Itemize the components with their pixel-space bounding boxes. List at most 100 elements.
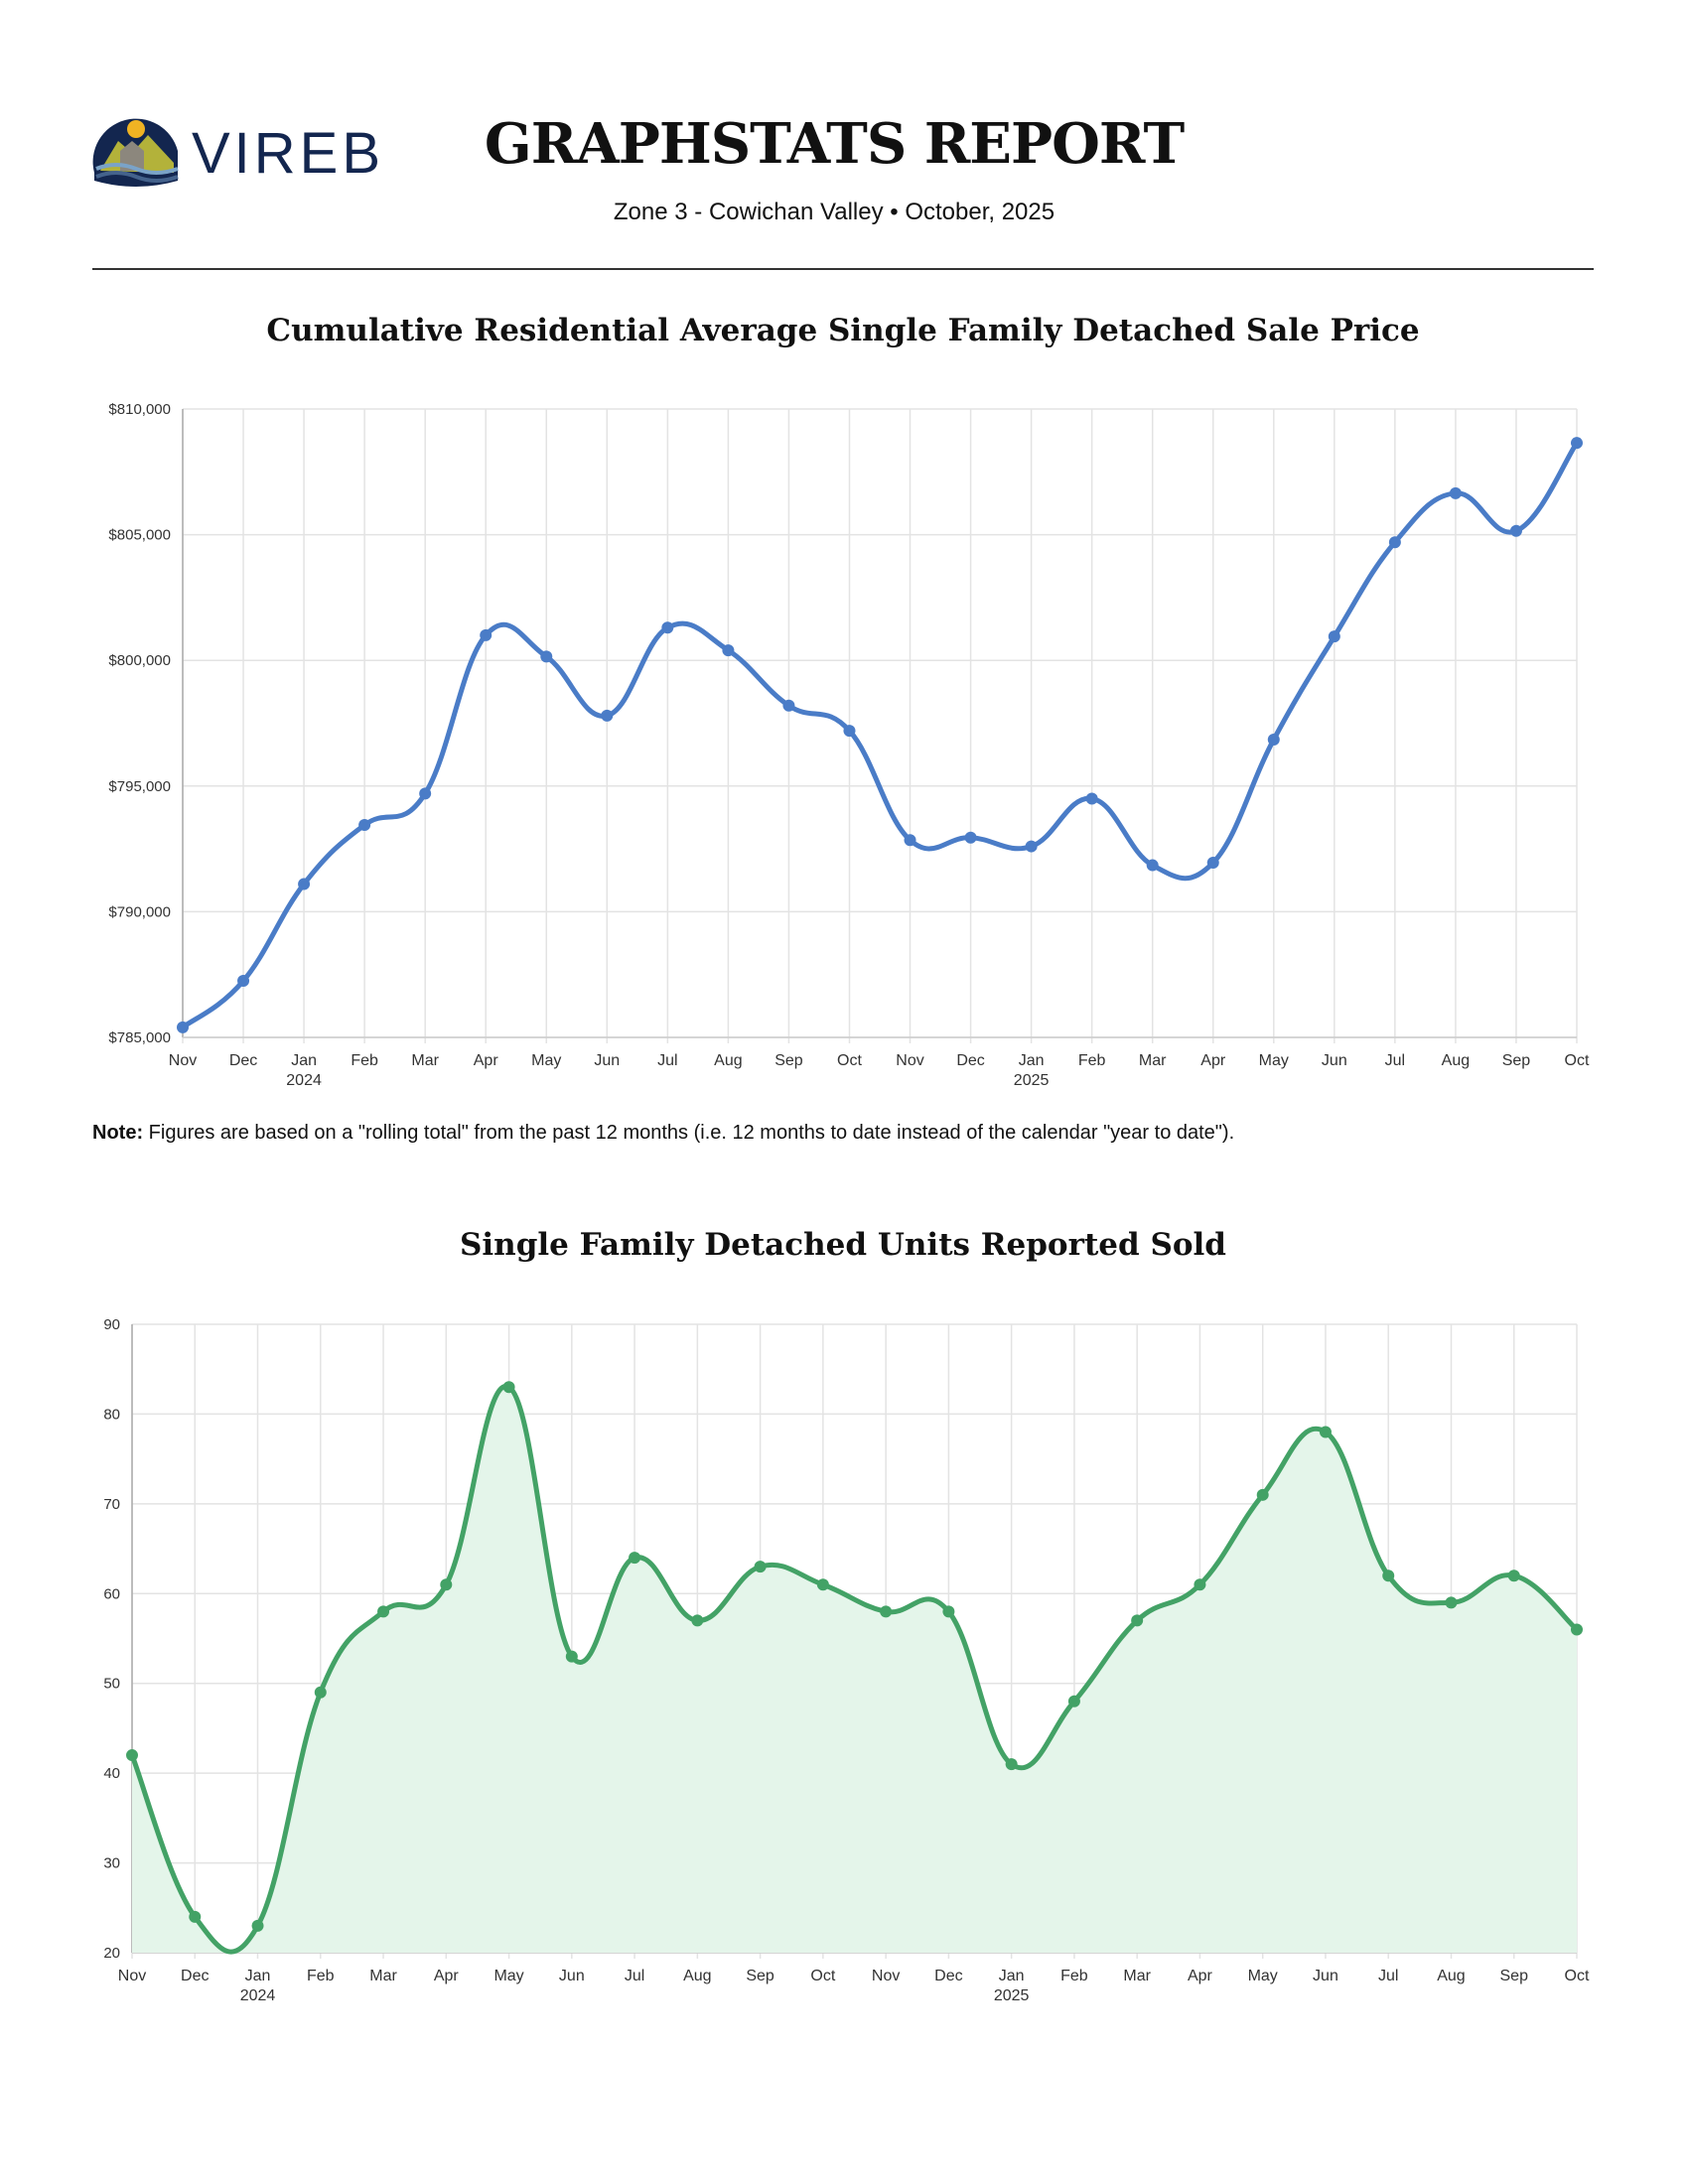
data-point — [964, 831, 977, 844]
data-point — [1449, 486, 1462, 499]
y-tick-label: 20 — [103, 1945, 120, 1962]
x-tick-label: Oct — [810, 1968, 835, 1984]
x-tick-label: Aug — [1442, 1052, 1470, 1069]
data-point — [1267, 733, 1280, 746]
x-tick-label: Oct — [837, 1052, 862, 1069]
data-point — [502, 1381, 515, 1394]
note-label: Note: — [92, 1122, 144, 1144]
report-title: GRAPHSTATS REPORT — [484, 111, 1185, 177]
x-tick-label: Aug — [683, 1968, 711, 1984]
x-tick-label: Oct — [1565, 1968, 1590, 1984]
data-point — [480, 628, 492, 641]
data-point — [629, 1552, 641, 1565]
x-tick-label: Feb — [351, 1052, 378, 1069]
data-point — [1328, 630, 1340, 643]
x-tick-label: Feb — [1078, 1052, 1106, 1069]
data-point — [1025, 840, 1038, 853]
logo-text: VIREB — [192, 121, 384, 186]
data-point — [1388, 536, 1401, 549]
x-tick-label: Mar — [369, 1968, 397, 1984]
x-tick-label: Jul — [625, 1968, 644, 1984]
data-point — [1256, 1488, 1269, 1501]
data-point — [661, 621, 674, 634]
note: Note: Figures are based on a "rolling to… — [92, 1122, 1234, 1145]
x-tick-label: Jul — [657, 1052, 677, 1069]
chart-title-price: Cumulative Residential Average Single Fa… — [266, 313, 1420, 348]
x-tick-label: Sep — [774, 1052, 803, 1069]
data-point — [540, 650, 553, 663]
data-point — [843, 725, 856, 738]
x-year-label: 2025 — [994, 1987, 1030, 2004]
x-tick-label: Dec — [181, 1968, 209, 1984]
x-tick-label: Jun — [594, 1052, 620, 1069]
data-point — [1509, 524, 1522, 537]
x-tick-label: Jul — [1385, 1052, 1405, 1069]
y-tick-label: $785,000 — [108, 1029, 171, 1046]
data-point — [782, 699, 795, 712]
x-tick-label: Jun — [1313, 1968, 1338, 1984]
data-point — [1206, 857, 1219, 870]
y-tick-label: 40 — [103, 1765, 120, 1782]
zone-label: Zone 3 - Cowichan Valley — [613, 199, 884, 225]
data-point — [942, 1605, 955, 1618]
x-tick-label: Apr — [474, 1052, 499, 1069]
x-tick-label: Dec — [229, 1052, 257, 1069]
data-point — [1146, 859, 1159, 872]
x-tick-label: May — [531, 1052, 561, 1069]
data-point — [189, 1910, 202, 1923]
x-tick-label: Nov — [872, 1968, 900, 1984]
x-tick-label: Nov — [118, 1968, 146, 1984]
x-tick-label: Apr — [1200, 1052, 1226, 1069]
y-tick-label: $810,000 — [108, 401, 171, 418]
x-tick-label: Nov — [896, 1052, 923, 1069]
y-tick-label: 60 — [103, 1585, 120, 1602]
series-line — [181, 441, 1580, 1029]
y-tick-label: 80 — [103, 1406, 120, 1423]
data-point — [1131, 1614, 1144, 1627]
data-point — [1571, 1623, 1583, 1636]
x-tick-label: Jan — [291, 1052, 317, 1069]
data-point — [126, 1749, 138, 1762]
data-point — [601, 709, 614, 722]
data-point — [419, 787, 432, 800]
data-point — [691, 1614, 704, 1627]
x-tick-label: Sep — [1500, 1968, 1529, 1984]
x-tick-label: Dec — [956, 1052, 984, 1069]
chart-title-units: Single Family Detached Units Reported So… — [460, 1227, 1226, 1263]
data-point — [1571, 437, 1583, 450]
data-point — [237, 975, 250, 988]
data-point — [1194, 1578, 1206, 1591]
y-tick-label: 50 — [103, 1676, 120, 1693]
note-text: Figures are based on a "rolling total" f… — [143, 1122, 1235, 1144]
x-tick-label: Mar — [1139, 1052, 1167, 1069]
x-tick-label: Aug — [1437, 1968, 1465, 1984]
y-tick-label: 30 — [103, 1855, 120, 1872]
area-fill — [132, 1386, 1577, 1953]
data-point — [314, 1686, 327, 1699]
x-tick-label: Jan — [1019, 1052, 1045, 1069]
y-tick-label: $790,000 — [108, 903, 171, 920]
data-point — [298, 878, 311, 890]
report-subtitle: Zone 3 - Cowichan Valley • October, 2025 — [437, 199, 1231, 226]
x-tick-label: Sep — [746, 1968, 774, 1984]
y-tick-label: $795,000 — [108, 778, 171, 795]
x-tick-label: Oct — [1565, 1052, 1590, 1069]
x-tick-label: May — [1248, 1968, 1278, 1984]
x-year-label: 2025 — [1014, 1072, 1050, 1089]
period-label: October, 2025 — [905, 199, 1055, 225]
y-tick-label: $800,000 — [108, 652, 171, 669]
x-tick-label: Mar — [1123, 1968, 1151, 1984]
x-tick-label: Jan — [999, 1968, 1025, 1984]
data-point — [251, 1919, 264, 1932]
data-point — [904, 834, 916, 847]
vireb-logo-mark-icon: VIREB — [92, 118, 384, 187]
x-tick-label: Jan — [245, 1968, 271, 1984]
x-tick-label: May — [493, 1968, 523, 1984]
x-year-label: 2024 — [286, 1072, 322, 1089]
units-chart: 20 30 40 50 60 70 80 90 Nov Dec Jan 2024 Feb Mar Apr Ma… — [103, 1316, 1590, 2004]
data-point — [565, 1650, 578, 1663]
data-point — [377, 1605, 390, 1618]
x-tick-label: Aug — [714, 1052, 742, 1069]
data-point — [177, 1021, 189, 1033]
data-point — [880, 1605, 893, 1618]
